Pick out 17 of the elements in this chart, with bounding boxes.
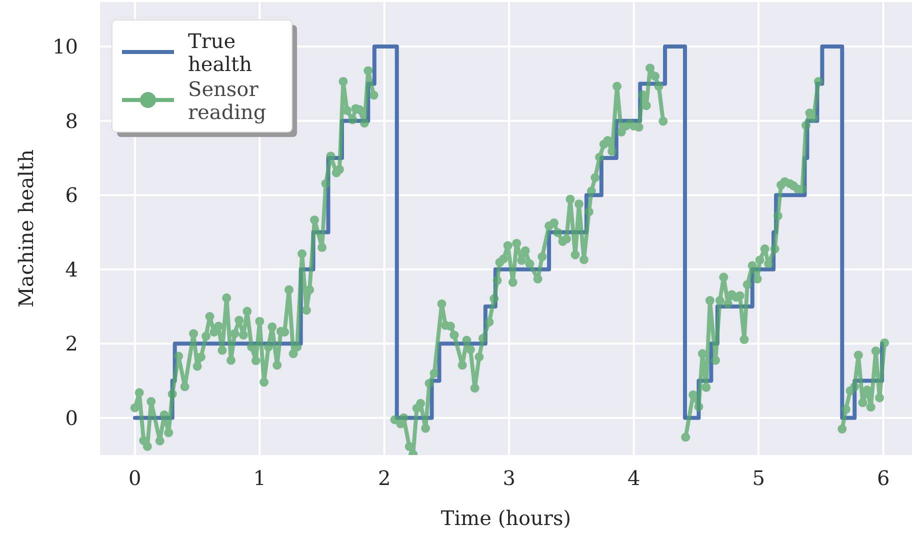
y-tick-label: 10 [52,34,78,59]
y-tick-label: 4 [65,257,78,282]
y-tick-label: 0 [65,406,78,430]
x-tick-label: 6 [876,466,890,490]
x-axis-title: Time (hours) [440,506,572,530]
y-tick-label: 8 [65,108,78,133]
y-tick-label: 2 [65,332,78,356]
x-tick-label: 1 [253,466,266,490]
x-tick-label: 0 [128,466,142,490]
x-tick-label: 4 [627,466,640,490]
legend-label: True health [188,29,252,76]
legend-label: Sensor reading [188,77,266,124]
x-tick-label: 2 [378,466,391,490]
y-tick-label: 6 [65,183,78,208]
x-tick-label: 5 [752,466,765,490]
x-tick-label: 3 [502,466,516,490]
y-axis-title: Machine health [14,149,38,308]
